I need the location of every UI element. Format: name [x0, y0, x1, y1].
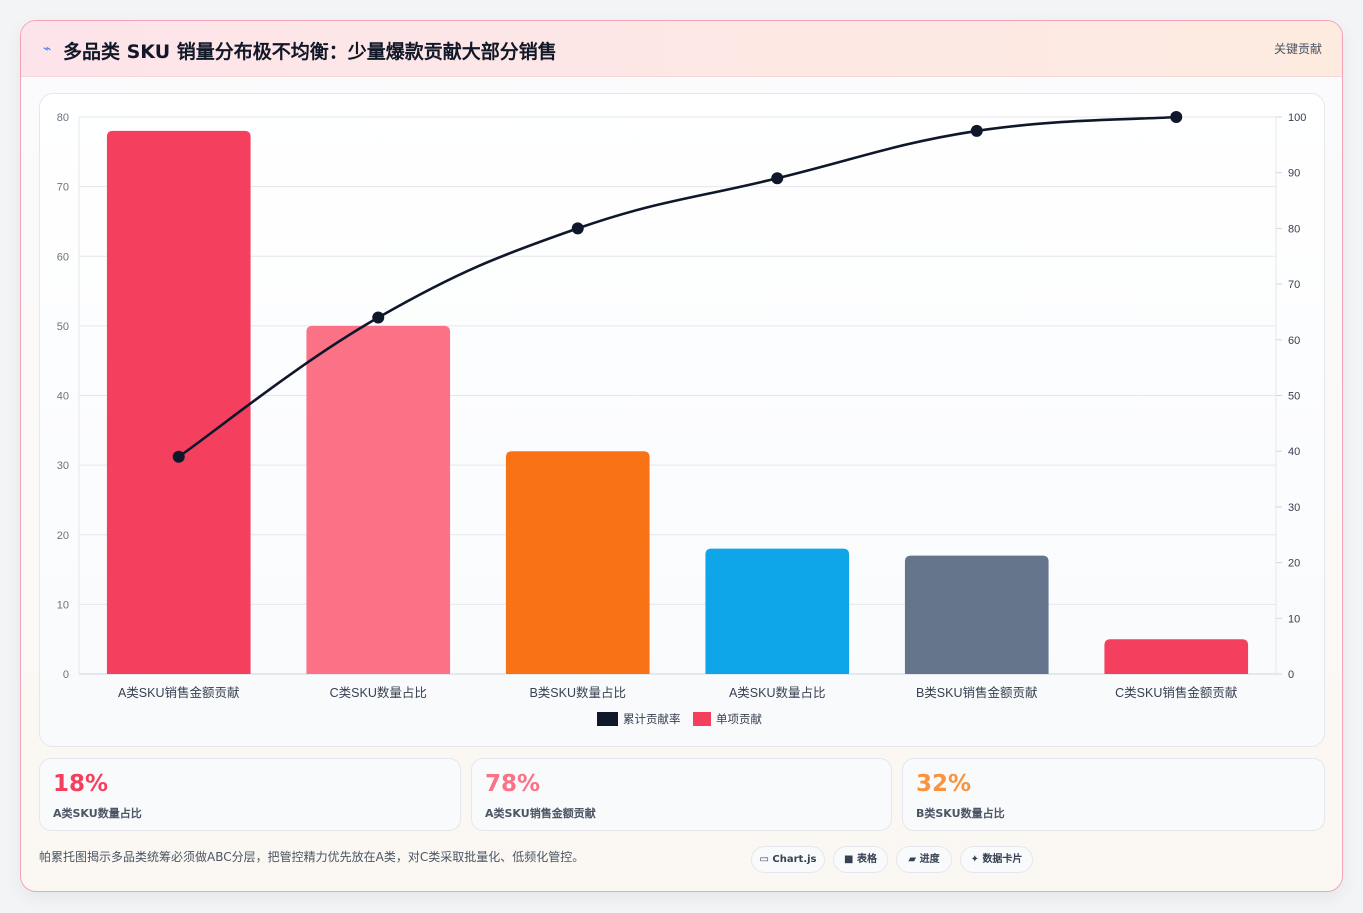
pill-label: Chart.js [772, 854, 817, 865]
kpi-value: 32% [916, 771, 972, 797]
bar [705, 548, 850, 674]
y-left-tick-label: 70 [57, 182, 69, 194]
cumulative-point [172, 450, 185, 463]
cumulative-point [970, 124, 983, 137]
y-left-tick-label: 40 [57, 391, 69, 403]
legend-label: 累计贡献率 [623, 712, 681, 726]
y-right-tick-label: 50 [1288, 391, 1300, 403]
y-left-tick-label: 10 [57, 599, 69, 611]
cumulative-point [1170, 111, 1183, 123]
y-right-tick-label: 20 [1288, 558, 1300, 570]
kpi-card-b-count: 32% B类SKU数量占比 [902, 758, 1325, 831]
chart-icon: ▭ [759, 854, 769, 865]
y-right-tick-label: 40 [1288, 446, 1300, 458]
y-left-tick-label: 60 [57, 251, 69, 263]
y-left-tick-label: 80 [57, 112, 69, 124]
cumulative-point [372, 311, 385, 324]
card-header: ⌁ 多品类 SKU 销量分布极不均衡：少量爆款贡献大部分销售 关键贡献 [21, 21, 1342, 77]
pill-label: 数据卡片 [982, 854, 1023, 865]
y-right-tick-label: 90 [1288, 168, 1300, 180]
y-right-tick-label: 80 [1288, 223, 1300, 235]
x-tick-label: C类SKU数量占比 [330, 685, 427, 700]
x-tick-label: B类SKU销售金额贡献 [916, 685, 1038, 700]
bar [1104, 639, 1249, 674]
legend-label: 单项贡献 [716, 712, 762, 726]
y-left-tick-label: 30 [57, 460, 69, 472]
x-tick-label: C类SKU销售金额贡献 [1115, 685, 1237, 700]
cumulative-point [771, 172, 784, 185]
y-right-tick-label: 30 [1288, 502, 1300, 514]
y-right-tick-label: 0 [1288, 669, 1294, 681]
progress-icon: ▰ [908, 854, 917, 865]
legend-swatch [597, 712, 618, 726]
kpi-value: 18% [53, 771, 109, 797]
table-pill[interactable]: ■ 表格 [833, 846, 888, 873]
kpi-label: B类SKU数量占比 [916, 807, 1005, 820]
progress-pill[interactable]: ▰ 进度 [896, 846, 952, 873]
x-tick-label: B类SKU数量占比 [529, 685, 626, 700]
kpi-label: A类SKU销售金额贡献 [485, 807, 596, 820]
data-card-icon: ✦ [970, 854, 979, 865]
bar [306, 325, 451, 674]
pill-label: 表格 [856, 854, 877, 865]
kpi-value: 78% [485, 771, 541, 797]
bar [505, 451, 650, 674]
pareto-chart: 0 10 20 30 40 50 60 70 80 0 10 20 30 40 50 60 70 80 90 100 A… [57, 111, 1306, 726]
table-icon: ■ [844, 854, 854, 865]
y-right-tick-label: 70 [1288, 279, 1300, 291]
y-right-tick-label: 100 [1288, 112, 1306, 124]
cumulative-line [178, 115, 1177, 458]
legend-swatch [693, 712, 711, 726]
insight-note: 帕累托图揭示多品类统筹必须做ABC分层，把管控精力优先放在A类，对C类采取批量化… [39, 850, 585, 864]
y-left-tick-label: 50 [57, 321, 69, 333]
y-right-tick-label: 10 [1288, 613, 1300, 625]
chartjs-pill[interactable]: ▭ Chart.js [751, 846, 825, 873]
chart-title: 多品类 SKU 销量分布极不均衡：少量爆款贡献大部分销售 [63, 41, 557, 63]
key-contribution-tag: 关键贡献 [1273, 42, 1322, 56]
x-tick-label: A类SKU销售金额贡献 [118, 685, 240, 700]
cumulative-point [571, 222, 584, 235]
kpi-card-a-sales: 78% A类SKU销售金额贡献 [471, 758, 892, 831]
sparkle-icon: ⌁ [43, 41, 52, 57]
y-right-tick-label: 60 [1288, 335, 1300, 347]
data-card-pill[interactable]: ✦ 数据卡片 [960, 846, 1033, 873]
dashboard-card: ⌁ 多品类 SKU 销量分布极不均衡：少量爆款贡献大部分销售 关键贡献 0 10 2… [20, 20, 1343, 892]
chart-panel: 0 10 20 30 40 50 60 70 80 0 10 20 30 40 50 60 70 80 90 100 A… [39, 93, 1325, 747]
y-left-tick-label: 20 [57, 530, 69, 542]
bar [904, 555, 1049, 674]
y-left-tick-label: 0 [63, 669, 69, 681]
kpi-card-a-count: 18% A类SKU数量占比 [39, 758, 461, 831]
bar [106, 130, 251, 675]
pill-label: 进度 [919, 854, 940, 865]
x-tick-label: A类SKU数量占比 [729, 685, 826, 700]
kpi-label: A类SKU数量占比 [53, 807, 142, 820]
